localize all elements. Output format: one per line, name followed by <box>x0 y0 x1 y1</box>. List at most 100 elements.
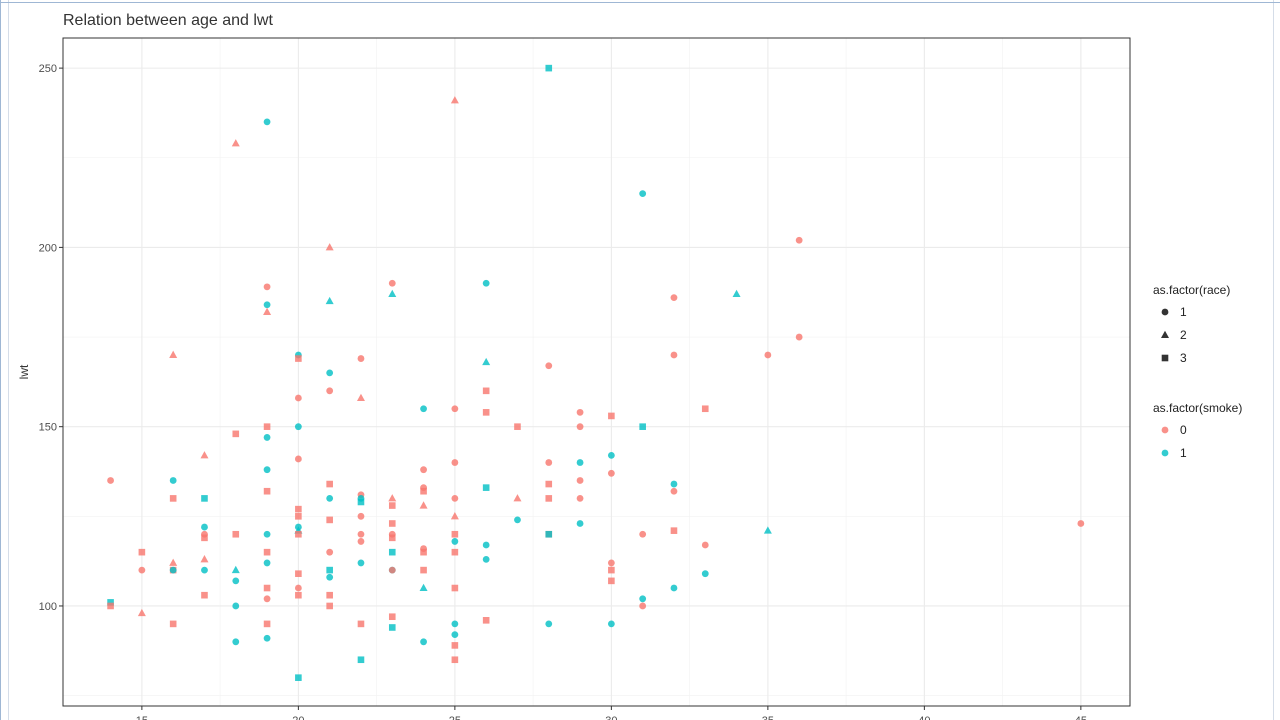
point <box>263 559 271 567</box>
legend: as.factor(race) 1 2 3 as.factor(smoke) 0 1 <box>1153 283 1242 460</box>
x-tick-label: 35 <box>762 715 774 720</box>
point <box>169 558 178 566</box>
point <box>201 534 208 542</box>
point <box>201 566 208 574</box>
point <box>263 530 271 538</box>
point <box>388 494 397 502</box>
point <box>670 487 678 495</box>
point <box>419 583 428 592</box>
point <box>576 408 584 416</box>
point <box>388 624 396 631</box>
point <box>326 591 333 599</box>
point <box>701 405 709 413</box>
point <box>388 279 396 287</box>
point <box>388 502 396 509</box>
point <box>482 541 490 549</box>
point <box>451 548 459 556</box>
panel-border <box>62 37 1131 707</box>
point <box>451 631 459 639</box>
point <box>576 423 584 431</box>
point <box>326 573 334 581</box>
point <box>545 64 553 72</box>
point <box>263 634 271 642</box>
point <box>231 565 240 574</box>
point <box>451 620 459 628</box>
point <box>639 190 647 198</box>
point <box>450 512 459 520</box>
legend-key <box>1161 426 1169 434</box>
point <box>263 548 271 556</box>
point <box>482 279 490 287</box>
legend-key <box>1161 449 1169 457</box>
legend-label: 1 <box>1180 305 1187 319</box>
point <box>482 357 491 366</box>
legend-key <box>1161 308 1169 316</box>
point <box>295 505 302 513</box>
point <box>357 498 365 506</box>
point <box>451 538 459 545</box>
y-tick-label: 100 <box>39 601 57 613</box>
point <box>545 530 553 538</box>
point <box>295 674 302 681</box>
point <box>357 559 365 567</box>
point <box>639 423 646 430</box>
point <box>639 595 647 603</box>
point <box>231 139 240 147</box>
legend-key <box>1161 330 1169 338</box>
point <box>545 362 553 370</box>
point <box>169 566 177 574</box>
point <box>388 548 396 556</box>
plot-panel: 15 20 25 30 35 40 45 100 150 200 250 <box>39 37 1131 720</box>
point <box>263 118 271 126</box>
y-tick-label: 200 <box>39 242 57 254</box>
x-tick-label: 25 <box>449 715 461 720</box>
point <box>232 577 240 585</box>
legend-title: as.factor(race) <box>1153 283 1230 297</box>
point <box>263 307 272 315</box>
x-tick-label: 40 <box>918 715 930 720</box>
point <box>326 566 333 574</box>
point <box>107 599 114 606</box>
point <box>732 289 741 298</box>
point <box>670 480 678 488</box>
point <box>482 387 490 395</box>
point <box>388 566 396 574</box>
legend-label: 2 <box>1180 328 1187 342</box>
point <box>545 620 553 628</box>
point <box>169 477 177 484</box>
point <box>388 613 396 621</box>
point <box>232 530 240 538</box>
x-tick-label: 45 <box>1075 715 1087 720</box>
point <box>232 638 240 646</box>
point <box>326 369 334 377</box>
y-tick-label: 250 <box>39 63 57 75</box>
point <box>545 495 553 502</box>
point <box>325 296 334 305</box>
point <box>639 530 647 538</box>
point <box>451 642 459 649</box>
point <box>263 620 271 628</box>
point <box>482 617 490 624</box>
point <box>608 577 615 585</box>
point <box>138 566 146 574</box>
point <box>701 570 709 578</box>
point <box>263 423 271 430</box>
y-axis-label: lwt <box>17 364 31 379</box>
point <box>1077 520 1085 527</box>
point <box>357 530 365 538</box>
point <box>326 548 334 556</box>
point <box>670 584 678 592</box>
point <box>607 469 615 477</box>
point <box>420 405 427 413</box>
point <box>263 487 271 495</box>
point <box>482 484 490 491</box>
point <box>357 656 365 664</box>
chart-title: Relation between age and lwt <box>63 12 273 29</box>
point <box>576 494 584 502</box>
point <box>107 602 114 610</box>
point <box>357 512 365 520</box>
point <box>326 516 333 524</box>
point <box>451 656 459 664</box>
x-tick-label: 20 <box>292 715 304 720</box>
